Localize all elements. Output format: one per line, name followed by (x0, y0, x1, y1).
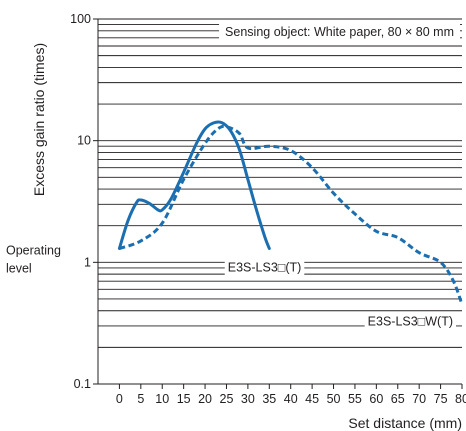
x-tick-label: 15 (177, 392, 191, 406)
operating-level-label-line2: level (6, 261, 32, 275)
x-tick-label: 55 (348, 392, 362, 406)
x-tick-label: 70 (412, 392, 426, 406)
x-tick-label: 5 (137, 392, 144, 406)
x-tick-label: 30 (241, 392, 255, 406)
x-tick-label: 40 (284, 392, 298, 406)
x-tick-label: 20 (198, 392, 212, 406)
annotation-text: Sensing object: White paper, 80 × 80 mm (225, 25, 454, 39)
x-tick-label: 0 (116, 392, 123, 406)
x-tick-label: 75 (434, 392, 448, 406)
chart-labels: Set distance (mm) Excess gain ratio (time… (6, 23, 462, 431)
axes: 0.1 1 10 100 0 5 10 15 20 25 30 35 40 45 50 55 60 65 70 75 8… (70, 12, 466, 406)
series-line-1 (117, 120, 271, 250)
y-tick-label: 100 (70, 12, 91, 26)
annotation-bg (219, 23, 460, 42)
series-line-2 (118, 124, 464, 306)
x-tick-label: 80 (455, 392, 466, 406)
y-tick-label: 0.1 (74, 377, 91, 391)
x-tick-label: 45 (305, 392, 319, 406)
series-lines (117, 120, 464, 306)
series-label-1-bg (224, 259, 305, 276)
x-tick-label: 25 (220, 392, 234, 406)
x-tick-label: 10 (155, 392, 169, 406)
x-tick-label: 65 (391, 392, 405, 406)
y-tick-label: 1 (84, 255, 91, 269)
series-label-1: E3S-LS3□(T) (228, 260, 302, 274)
series-label-2-bg (364, 313, 456, 330)
x-tick-label: 60 (369, 392, 383, 406)
series-label-2: E3S-LS3□W(T) (368, 315, 453, 329)
y-axis-title: Excess gain ratio (times) (31, 43, 47, 196)
operating-level-label: Operating (6, 243, 61, 257)
x-axis-title: Set distance (mm) (348, 415, 462, 431)
y-tick-label: 10 (77, 134, 91, 148)
x-tick-label: 35 (262, 392, 276, 406)
x-tick-label: 50 (327, 392, 341, 406)
